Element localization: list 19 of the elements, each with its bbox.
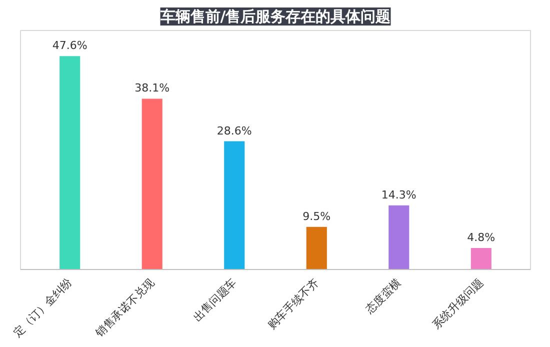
- bar: [470, 248, 492, 270]
- data-label: 9.5%: [302, 210, 331, 223]
- x-tick-label: 销售承诺不兑现: [92, 276, 157, 340]
- bar: [60, 56, 80, 270]
- chart-title: 车辆售前/售后服务存在的具体问题: [159, 8, 391, 26]
- data-label: 47.6%: [52, 39, 88, 52]
- x-tick-label: 系统升级问题: [430, 276, 486, 332]
- bar: [224, 141, 245, 270]
- x-tick-label: 出售问题车: [190, 276, 239, 324]
- data-label: 14.3%: [381, 188, 416, 202]
- x-tick-label: 定（订）金纠纷: [10, 276, 74, 340]
- data-label: 38.1%: [134, 82, 170, 95]
- bar: [142, 98, 162, 270]
- data-label: 28.6%: [216, 124, 252, 138]
- bar: [388, 205, 410, 270]
- data-label: 4.8%: [467, 230, 496, 244]
- x-tick-label: 购车手续不齐: [265, 276, 322, 332]
- bar: [306, 226, 327, 270]
- x-tick-label: 态度蛮横: [362, 276, 404, 317]
